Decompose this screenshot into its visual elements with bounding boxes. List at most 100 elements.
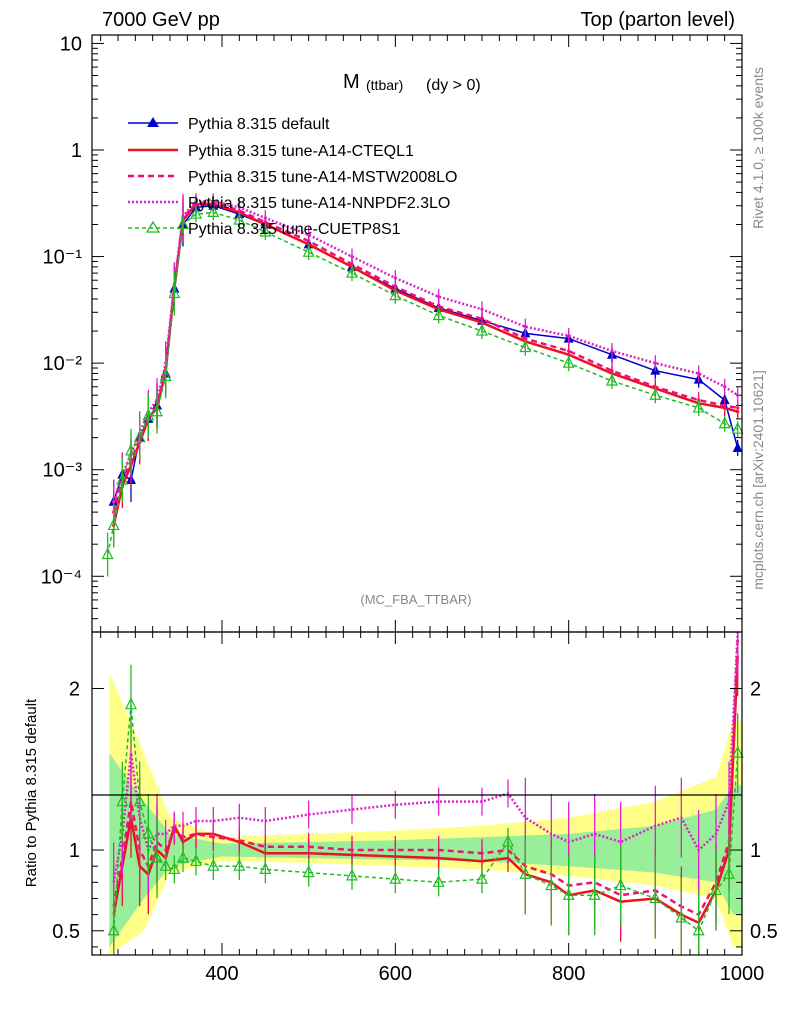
x-tick-label: 800 — [552, 963, 585, 985]
analysis-tag: (MC_FBA_TTBAR) — [360, 592, 471, 607]
ratio-point — [692, 923, 705, 936]
legend: Pythia 8.315 default Pythia 8.315 tune-A… — [128, 116, 457, 238]
ratio-point — [562, 887, 575, 900]
series-nnpdf — [112, 193, 740, 524]
series-line-nnpdf — [112, 200, 739, 503]
main-y-tick-label: 10⁻² — [43, 353, 83, 375]
legend-label-default: Pythia 8.315 default — [188, 116, 330, 133]
data-point — [263, 216, 267, 220]
data-point — [125, 443, 137, 456]
data-point — [480, 317, 484, 321]
ratio-line-nnpdf — [112, 631, 739, 883]
ratio-series-layer — [107, 631, 744, 955]
ratio-line-mstw — [112, 640, 739, 917]
series-default — [108, 197, 743, 524]
data-point — [653, 361, 657, 365]
data-point — [723, 403, 727, 408]
main-plot: 10 1 10⁻¹ 10⁻² 10⁻³ 10⁻⁴ M (ttbar) (dy > 0) P… — [41, 33, 744, 633]
series-line-mstw — [112, 201, 738, 513]
legend-label-nnpdf: Pythia 8.315 tune-A14-NNPDF2.3LO — [188, 195, 450, 212]
ratio-point — [545, 878, 558, 891]
ratio-y-tick-label-right: 0.5 — [750, 921, 778, 943]
ratio-point — [190, 853, 202, 866]
data-point — [237, 205, 241, 209]
data-point — [567, 349, 571, 353]
legend-entry-nnpdf: Pythia 8.315 tune-A14-NNPDF2.3LO — [128, 195, 450, 212]
ratio-point — [432, 874, 445, 887]
main-y-tick-label: 10⁻⁴ — [41, 566, 82, 588]
main-y-tick-label: 10 — [60, 33, 82, 55]
data-point — [697, 371, 701, 376]
ratio-point — [302, 865, 315, 878]
data-point — [177, 217, 189, 230]
rivet-label: Rivet 4.1.0, ≥ 100k events — [750, 67, 766, 229]
data-point — [151, 404, 163, 417]
data-point — [194, 199, 198, 203]
data-point — [302, 244, 315, 257]
plot-title-sub: (ttbar) — [366, 77, 403, 93]
ratio-point — [151, 850, 163, 863]
data-point — [692, 400, 705, 413]
series-line-cteql1 — [112, 202, 739, 526]
data-point — [523, 336, 527, 341]
ratio-point — [588, 887, 601, 900]
data-point — [649, 387, 662, 400]
main-series-layer — [101, 193, 744, 577]
plot-title-main: M — [343, 71, 360, 93]
mcplots-label: mcplots.cern.ch [arXiv:2401.10621] — [750, 370, 766, 589]
data-point — [101, 547, 114, 560]
data-point — [480, 307, 484, 311]
ratio-point — [177, 850, 189, 863]
ratio-plot: 0.5 0.5 1 1 2 2 400 600 800 1000 Ratio to Pythia … — [23, 631, 778, 985]
x-tick-label: 1000 — [720, 963, 765, 985]
data-point — [159, 369, 172, 382]
data-point — [606, 373, 618, 386]
data-point — [207, 205, 220, 217]
data-point — [736, 406, 740, 410]
data-point — [562, 355, 575, 368]
ratio-point — [710, 883, 722, 896]
data-point — [567, 334, 571, 338]
header-left: 7000 GeV pp — [102, 9, 220, 31]
series-cteql1 — [112, 196, 740, 548]
data-point — [233, 212, 246, 225]
triangle-marker-icon — [147, 117, 159, 127]
data-point — [142, 408, 155, 421]
ratio-y-tick-label: 1 — [69, 840, 80, 862]
legend-label-cteql1: Pythia 8.315 tune-A14-CTEQL1 — [188, 143, 414, 160]
ratio-point — [731, 745, 744, 758]
data-point — [307, 233, 311, 237]
ratio-point — [116, 794, 129, 807]
uncertainty-band-yellow — [109, 672, 743, 955]
uncertainty-band-green — [109, 753, 743, 947]
ratio-point — [207, 858, 220, 871]
data-point — [736, 393, 740, 397]
x-tick-label: 600 — [379, 963, 412, 985]
ratio-point — [649, 891, 662, 904]
ratio-point — [389, 871, 402, 884]
ratio-point — [142, 826, 155, 839]
ratio-point — [259, 862, 272, 875]
main-y-tick-label: 10⁻³ — [43, 460, 83, 482]
plot-title-cond: (dy > 0) — [426, 77, 481, 94]
ratio-series-mstw — [112, 632, 739, 955]
ratio-series-cteql1 — [112, 632, 739, 955]
legend-entry-default: Pythia 8.315 default — [128, 116, 330, 133]
data-point — [346, 265, 358, 278]
main-y-tick-label: 1 — [71, 140, 82, 162]
data-point — [476, 323, 488, 336]
ratio-point — [476, 871, 488, 884]
ratio-point — [519, 866, 532, 879]
x-tick-label: 400 — [205, 963, 238, 985]
ratio-y-tick-label-right: 1 — [750, 840, 761, 862]
ratio-point — [346, 868, 358, 881]
data-point — [107, 518, 120, 531]
data-point — [181, 214, 185, 218]
data-point — [112, 500, 116, 504]
legend-entry-mstw: Pythia 8.315 tune-A14-MSTW2008LO — [128, 169, 457, 186]
legend-label-mstw: Pythia 8.315 tune-A14-MSTW2008LO — [188, 169, 457, 186]
data-point — [350, 254, 354, 259]
series-mstw — [112, 194, 740, 535]
data-point — [731, 421, 744, 434]
